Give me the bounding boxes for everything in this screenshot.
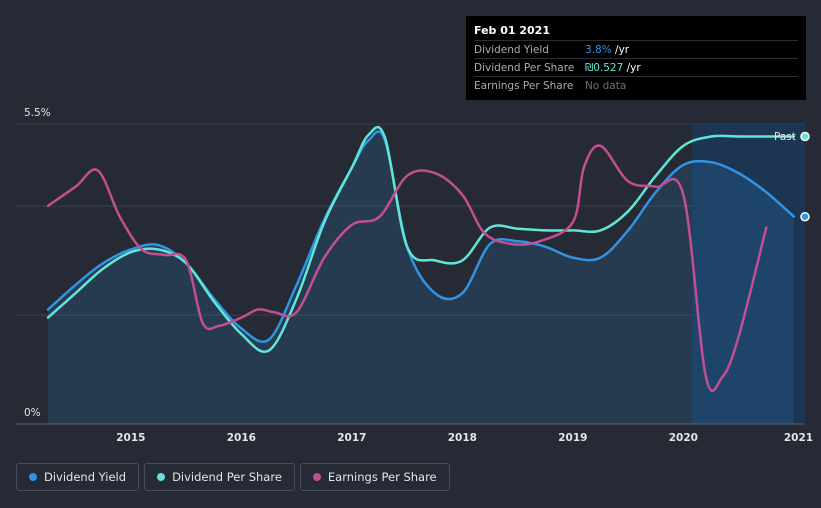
legend-item-earnings-per-share[interactable]: Earnings Per Share	[299, 463, 450, 491]
tooltip-row-name: Dividend Per Share	[474, 61, 575, 74]
chart: 5.5% 0% 2015 2016 2017 2018 2019 2020 2021 Past	[16, 107, 813, 444]
legend-label: Dividend Per Share	[172, 470, 282, 484]
past-band-rect	[692, 124, 805, 424]
x-tick-label: 2018	[448, 432, 477, 444]
end-marker-dividend-per-share	[800, 131, 810, 142]
tooltip-suffix: /yr	[623, 61, 641, 74]
x-tick-label: 2015	[116, 432, 145, 444]
x-tick-label: 2021	[784, 432, 813, 444]
legend: Dividend Yield Dividend Per Share Earnin…	[16, 463, 450, 491]
tooltip-row-value: 3.8% /yr	[585, 44, 629, 56]
legend-label: Earnings Per Share	[327, 470, 437, 484]
tooltip-date: Feb 01 2021	[474, 24, 550, 37]
series-line-earnings-per-share	[46, 144, 768, 393]
tooltip-suffix: /yr	[611, 43, 630, 56]
tooltip-row-dividend-yield: Dividend Yield 3.8% /yr	[474, 40, 798, 58]
tooltip-row-earnings-per-share: Earnings Per Share No data	[474, 76, 798, 94]
x-tick-label: 2016	[227, 432, 256, 444]
tooltip-value: 3.8%	[585, 43, 612, 56]
dot-icon	[157, 473, 166, 481]
past-band	[692, 124, 805, 424]
legend-item-dividend-yield[interactable]: Dividend Yield	[16, 463, 140, 491]
dot-icon	[29, 473, 37, 481]
tooltip-row-value: ₪0.527 /yr	[585, 62, 641, 74]
tooltip-value: No data	[585, 79, 627, 92]
grid-lines	[16, 123, 805, 316]
x-tick-label: 2020	[669, 432, 698, 444]
legend-item-dividend-per-share[interactable]: Dividend Per Share	[144, 463, 295, 491]
tooltip: Feb 01 2021 Dividend Yield 3.8% /yr Divi…	[466, 16, 806, 100]
tooltip-row-value: No data	[585, 80, 626, 92]
past-label: Past	[774, 131, 796, 143]
y-tick-label: 0%	[24, 407, 41, 419]
marker-layer	[800, 131, 810, 222]
y-tick-label: 5.5%	[24, 107, 51, 119]
tooltip-row-dividend-per-share: Dividend Per Share ₪0.527 /yr	[474, 58, 798, 76]
axis: 5.5% 0% 2015 2016 2017 2018 2019 2020 2021	[16, 107, 813, 444]
tooltip-row-name: Earnings Per Share	[474, 79, 574, 92]
dot-icon	[312, 473, 321, 481]
tooltip-row-name: Dividend Yield	[474, 43, 549, 56]
tooltip-value: ₪0.527	[585, 61, 624, 74]
x-tick-label: 2017	[337, 432, 366, 444]
series-line-dividend-per-share	[46, 126, 796, 353]
legend-label: Dividend Yield	[44, 470, 127, 484]
x-tick-label: 2019	[558, 432, 587, 444]
end-marker-dividend-yield	[800, 211, 810, 222]
series-layer	[46, 126, 796, 424]
